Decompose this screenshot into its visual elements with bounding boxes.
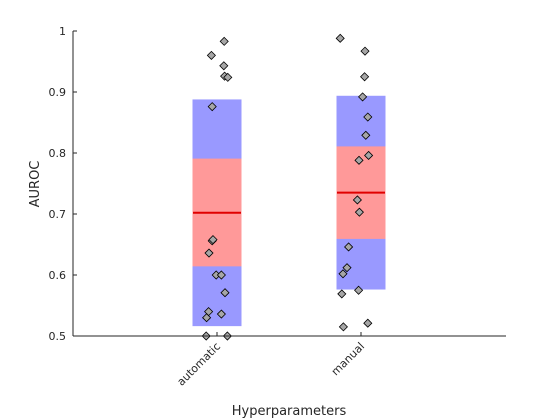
y-tick-label: 0.5 (49, 330, 67, 343)
data-point-automatic (202, 313, 212, 323)
data-point-manual (363, 318, 373, 328)
axes-layer: 0.5 0.6 0.7 0.8 0.9 1 automatic manual (49, 25, 506, 389)
data-point-automatic (208, 235, 218, 245)
data-point-manual (354, 155, 364, 165)
data-point-manual (354, 207, 364, 217)
data-point-manual (354, 285, 364, 295)
y-tick-label: 0.6 (49, 269, 67, 282)
data-point-manual (338, 269, 348, 279)
data-point-automatic (220, 288, 230, 298)
data-point-manual (358, 92, 368, 102)
data-point-manual (335, 33, 345, 43)
data-point-automatic (204, 248, 214, 258)
data-point-automatic (219, 61, 229, 71)
data-point-manual (352, 195, 362, 205)
data-point-manual (338, 322, 348, 332)
data-point-manual (360, 46, 370, 56)
data-point-manual (337, 289, 347, 299)
data-point-automatic (216, 309, 226, 319)
points-layer (201, 33, 374, 341)
data-point-automatic (216, 270, 226, 280)
data-point-manual (363, 112, 373, 122)
data-point-automatic (219, 36, 229, 46)
data-point-manual (364, 150, 374, 161)
y-tick-label: 0.8 (49, 147, 67, 160)
data-point-manual (361, 130, 371, 140)
data-point-manual (344, 242, 354, 252)
data-point-automatic (223, 72, 233, 82)
boxes-layer (192, 95, 386, 327)
x-tick-label-manual: manual (329, 340, 367, 378)
y-axis-title: AUROC (28, 161, 43, 208)
data-point-automatic (206, 50, 216, 60)
y-tick-label: 0.7 (49, 208, 67, 221)
x-tick-label-automatic: automatic (175, 340, 224, 389)
data-point-manual (342, 263, 352, 273)
y-tick-label: 1 (59, 25, 66, 38)
data-point-automatic (207, 102, 217, 112)
y-tick-label: 0.9 (49, 86, 67, 99)
x-axis-title: Hyperparameters (232, 404, 347, 419)
data-point-manual (360, 72, 370, 82)
